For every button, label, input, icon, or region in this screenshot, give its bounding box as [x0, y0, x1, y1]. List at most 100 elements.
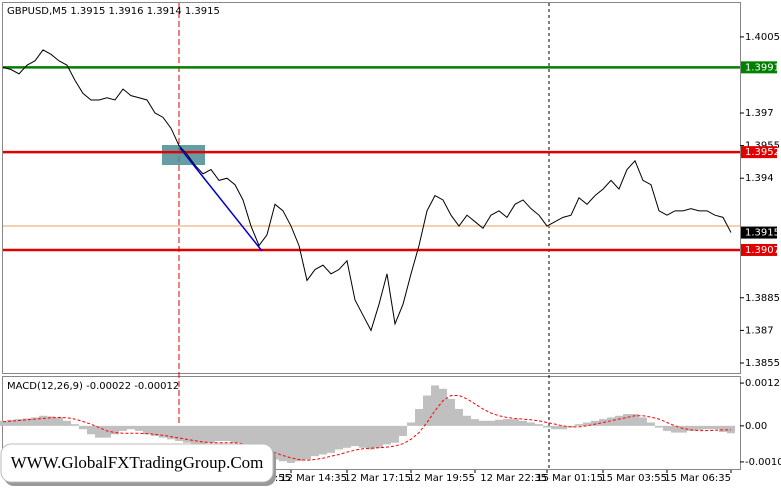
- macd-bar: [55, 417, 63, 426]
- macd-bar: [183, 425, 191, 443]
- macd-bar: [71, 424, 79, 426]
- price-line: [2, 49, 732, 332]
- macd-bar: [591, 420, 599, 426]
- macd-bar: [455, 409, 463, 426]
- macd-bar: [383, 425, 391, 445]
- price-label: 1.3915: [745, 228, 780, 239]
- macd-bar: [559, 425, 567, 430]
- macd-bar: [303, 425, 311, 460]
- macd-bar: [0, 420, 7, 426]
- macd-bar: [343, 425, 351, 448]
- y-tick-label: 0.00: [745, 421, 767, 432]
- macd-bar: [207, 425, 215, 443]
- macd-bar: [63, 420, 71, 426]
- macd-bar: [439, 388, 447, 426]
- y-tick-label: 1.3855: [745, 358, 780, 369]
- macd-bar: [151, 425, 159, 436]
- macd-bar: [271, 425, 279, 460]
- macd-bar: [495, 419, 503, 426]
- macd-bar: [535, 424, 543, 426]
- macd-bar: [287, 425, 295, 463]
- macd-bar: [311, 425, 319, 457]
- macd-bar: [503, 419, 511, 426]
- x-tick-label: 12 Mar 14:35: [280, 473, 347, 484]
- trend-line: [179, 147, 263, 252]
- macd-bar: [423, 395, 431, 426]
- macd-bar: [575, 424, 583, 426]
- macd-bar: [359, 425, 367, 448]
- x-tick-label: 12 Mar 22:35: [480, 473, 547, 484]
- macd-bar: [479, 420, 487, 426]
- macd-bar: [527, 422, 535, 426]
- macd-bar: [687, 425, 695, 431]
- x-tick-label: 12 Mar 17:15: [344, 473, 411, 484]
- macd-bar: [695, 425, 703, 430]
- macd-bar: [623, 414, 631, 426]
- macd-bar: [703, 425, 711, 430]
- y-tick-label: 1.394: [745, 173, 774, 184]
- macd-bar: [23, 418, 31, 426]
- macd-bar: [143, 425, 151, 435]
- macd-bar: [511, 419, 519, 426]
- macd-bar: [215, 425, 223, 442]
- y-tick-label: 1.397: [745, 108, 774, 119]
- x-tick-label: 12 Mar 19:55: [408, 473, 475, 484]
- macd-bar: [39, 415, 47, 426]
- macd-bar: [127, 425, 135, 430]
- macd-bar: [295, 425, 303, 462]
- y-tick-label: 1.4005: [745, 32, 780, 43]
- macd-bar: [543, 425, 551, 428]
- macd-bar: [239, 425, 247, 447]
- price-panel: [2, 2, 741, 374]
- level-label: 1.3952: [745, 147, 780, 158]
- signal-line: [2, 395, 731, 461]
- macd-bar: [367, 425, 375, 450]
- y-tick-label: 0.00127: [745, 378, 781, 389]
- macd-bar: [615, 415, 623, 426]
- level-label-box: [741, 146, 777, 159]
- macd-bar: [167, 425, 175, 440]
- y-tick-label: -0.00107: [745, 457, 781, 468]
- macd-bar: [375, 425, 383, 448]
- macd-title: MACD(12,26,9) -0.00022 -0.00012: [7, 381, 179, 392]
- macd-bar: [679, 425, 687, 433]
- macd-bar: [231, 425, 239, 443]
- macd-bar: [263, 425, 271, 457]
- price-label-box: [741, 226, 777, 239]
- macd-bar: [607, 417, 615, 426]
- macd-bar: [663, 425, 671, 431]
- macd-bar: [15, 419, 23, 426]
- macd-bar: [7, 419, 15, 426]
- macd-bar: [191, 425, 199, 445]
- macd-bar: [327, 425, 335, 453]
- macd-bar: [647, 422, 655, 426]
- x-tick-label: 15 Mar 03:55: [600, 473, 667, 484]
- level-label: 1.3991: [745, 62, 780, 73]
- macd-bar: [335, 425, 343, 450]
- macd-bar: [279, 425, 287, 462]
- macd-bar: [631, 414, 639, 426]
- macd-bar: [639, 417, 647, 426]
- macd-bar: [103, 425, 111, 438]
- macd-bar: [87, 425, 95, 435]
- watermark-text: WWW.GlobalFXTradingGroup.Com: [11, 453, 264, 472]
- macd-bar: [391, 425, 399, 443]
- macd-bar: [407, 422, 415, 426]
- macd-bar: [599, 419, 607, 426]
- x-tick-label: 15 Mar 01:15: [536, 473, 603, 484]
- level-label-box: [741, 243, 777, 256]
- macd-bar: [159, 425, 167, 438]
- y-tick-label: 1.3955: [745, 141, 780, 152]
- macd-bar: [711, 425, 719, 430]
- macd-bar: [47, 416, 55, 426]
- macd-bar: [431, 385, 439, 426]
- macd-bar: [655, 425, 663, 428]
- macd-bar: [671, 425, 679, 433]
- macd-bar: [551, 425, 559, 430]
- macd-bar: [79, 425, 87, 430]
- macd-bar: [95, 425, 103, 438]
- macd-bar: [111, 425, 119, 435]
- level-label: 1.3907: [745, 245, 780, 256]
